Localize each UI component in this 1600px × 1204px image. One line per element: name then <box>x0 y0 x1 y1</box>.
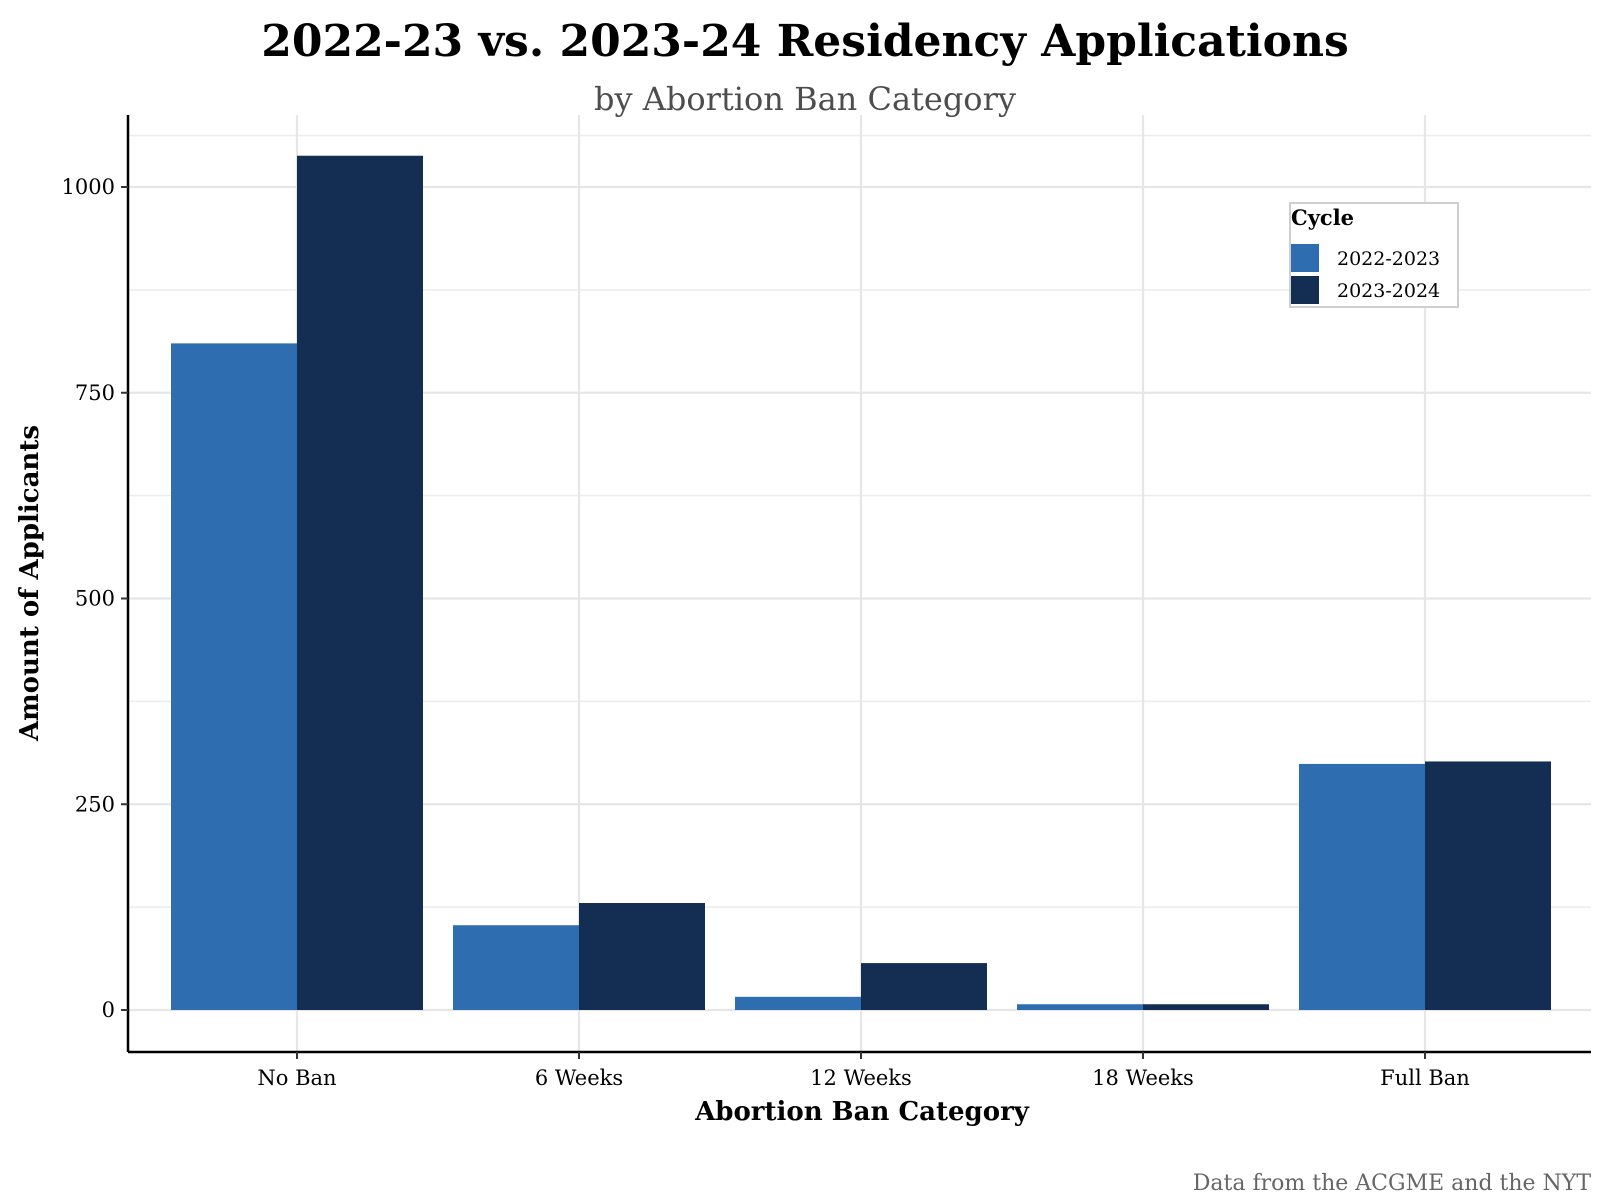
legend-title: Cycle <box>1291 205 1354 230</box>
bar-full-ban-2023-2024 <box>1425 761 1551 1010</box>
legend-label-2022-2023: 2022-2023 <box>1337 248 1440 270</box>
y-tick-label: 750 <box>75 381 115 405</box>
y-axis-title: Amount of Applicants <box>15 425 45 742</box>
x-tick-label: 6 Weeks <box>535 1066 623 1090</box>
x-axis-title: Abortion Ban Category <box>694 1097 1030 1127</box>
legend: Cycle 2022-2023 2023-2024 <box>1289 202 1459 308</box>
x-tick-label: 18 Weeks <box>1092 1066 1194 1090</box>
data-source-caption: Data from the ACGME and the NYT <box>1193 1171 1592 1196</box>
tick-labels: 0 250 500 750 1000 No Ban 6 Weeks 12 Weeks 18 We… <box>62 175 1470 1090</box>
x-tick-label: 12 Weeks <box>810 1066 912 1090</box>
x-tick-label: Full Ban <box>1380 1066 1470 1090</box>
bar-6-weeks-2023-2024 <box>579 903 705 1010</box>
chart-subtitle: by Abortion Ban Category <box>594 80 1016 118</box>
chart-title: 2022-23 vs. 2023-24 Residency Applicatio… <box>261 16 1349 67</box>
y-tick-label: 0 <box>102 998 115 1022</box>
y-tick-label: 1000 <box>62 175 115 199</box>
bar-18-weeks-2023-2024 <box>1143 1004 1269 1010</box>
legend-label-2023-2024: 2023-2024 <box>1337 280 1440 302</box>
y-tick-label: 500 <box>75 587 115 611</box>
bar-no-ban-2023-2024 <box>297 155 423 1010</box>
bar-6-weeks-2022-2023 <box>453 925 579 1010</box>
axes <box>126 115 1591 1054</box>
y-tick-label: 250 <box>75 792 115 816</box>
legend-swatch-2022-2023 <box>1291 244 1319 272</box>
x-tick-label: No Ban <box>257 1066 336 1090</box>
bar-18-weeks-2022-2023 <box>1017 1004 1143 1010</box>
bar-12-weeks-2023-2024 <box>861 963 987 1010</box>
bar-full-ban-2022-2023 <box>1299 763 1425 1010</box>
bar-no-ban-2022-2023 <box>171 343 297 1010</box>
bar-12-weeks-2022-2023 <box>735 996 861 1010</box>
bars <box>171 155 1551 1010</box>
legend-swatch-2023-2024 <box>1291 276 1319 304</box>
